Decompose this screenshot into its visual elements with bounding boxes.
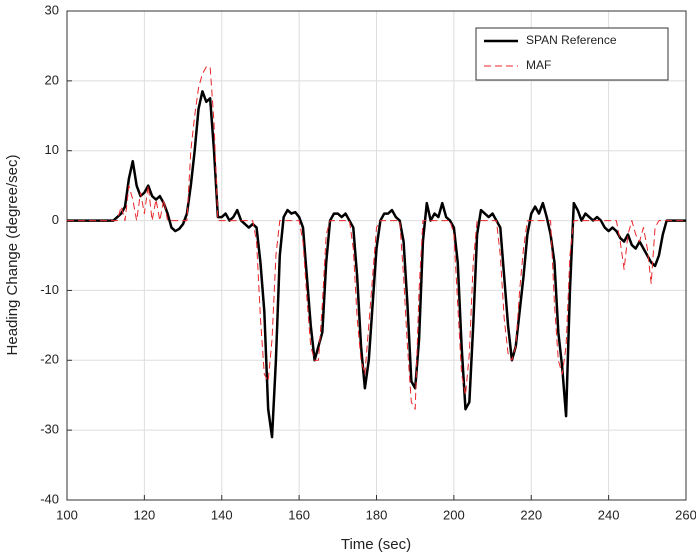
x-tick-label: 200 — [443, 507, 465, 522]
y-tick-label: 0 — [52, 212, 59, 227]
x-tick-label: 260 — [675, 507, 696, 522]
x-tick-label: 240 — [598, 507, 620, 522]
y-axis-label: Heading Change (degree/sec) — [4, 155, 21, 356]
plot-frame — [66, 10, 687, 501]
legend-label: MAF — [526, 58, 551, 72]
x-tick-label: 120 — [134, 507, 156, 522]
x-tick-label: 160 — [288, 507, 310, 522]
y-tick-label: -20 — [40, 352, 59, 367]
y-tick-label: -10 — [40, 282, 59, 297]
y-tick-label: 30 — [45, 2, 59, 17]
y-tick-label: -30 — [40, 422, 59, 437]
x-tick-label: 100 — [56, 507, 78, 522]
y-tick-label: 10 — [45, 142, 59, 157]
x-tick-label: 220 — [520, 507, 542, 522]
x-tick-label: 140 — [211, 507, 233, 522]
data-line — [67, 66, 686, 410]
y-tick-label: -40 — [40, 491, 59, 506]
x-tick-label: 180 — [366, 507, 388, 522]
y-tick-label: 20 — [45, 72, 59, 87]
data-line — [67, 90, 686, 439]
legend-box — [475, 27, 669, 81]
legend-label: SPAN Reference — [526, 33, 617, 47]
x-axis-label: Time (sec) — [341, 536, 411, 553]
